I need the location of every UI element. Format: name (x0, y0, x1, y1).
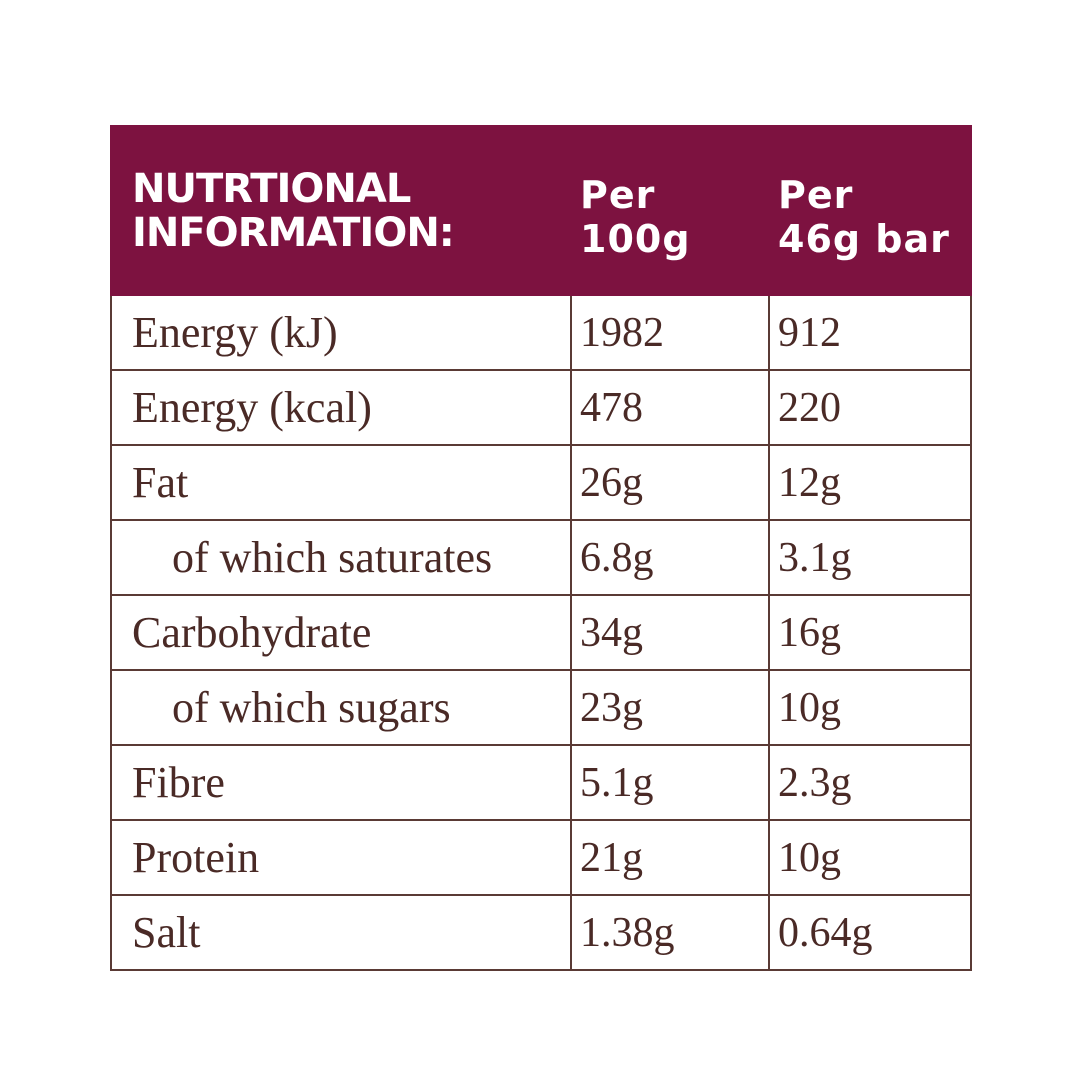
nutrient-value: 1.38g (570, 894, 770, 971)
header-line: Per (580, 172, 656, 217)
table-row: of which saturates 6.8g 3.1g (110, 519, 972, 596)
nutrient-value: 912 (768, 294, 972, 371)
table-row: Protein 21g 10g (110, 819, 972, 896)
nutrient-label: Carbohydrate (110, 594, 572, 671)
nutrient-label: Fibre (110, 744, 572, 821)
nutrient-value: 12g (768, 444, 972, 521)
header-cell: Per 46g bar (768, 125, 972, 296)
nutrient-label: of which saturates (110, 519, 572, 596)
nutrient-value: 220 (768, 369, 972, 446)
nutrient-value: 34g (570, 594, 770, 671)
table-row: Energy (kJ) 1982 912 (110, 294, 972, 371)
nutrient-label: Fat (110, 444, 572, 521)
table-row: of which sugars 23g 10g (110, 669, 972, 746)
nutrient-value: 1982 (570, 294, 770, 371)
table-row: Carbohydrate 34g 16g (110, 594, 972, 671)
nutrient-label: Energy (kcal) (110, 369, 572, 446)
nutrient-value: 23g (570, 669, 770, 746)
nutrient-value: 26g (570, 444, 770, 521)
nutrition-table: NUTRTIONAL INFORMATION: Per 100g Per 46g ba… (110, 125, 972, 971)
nutrition-table-container: NUTRTIONAL INFORMATION: Per 100g Per 46g ba… (110, 125, 972, 971)
nutrient-value: 2.3g (768, 744, 972, 821)
header-cell: NUTRTIONAL INFORMATION: (110, 125, 572, 296)
nutrient-value: 5.1g (570, 744, 770, 821)
header-cell: Per 100g (570, 125, 770, 296)
nutrient-value: 0.64g (768, 894, 972, 971)
nutrient-value: 21g (570, 819, 770, 896)
header-line: Per (778, 172, 854, 217)
nutrient-label: of which sugars (110, 669, 572, 746)
table-row: Salt 1.38g 0.64g (110, 894, 972, 971)
nutrient-label: Protein (110, 819, 572, 896)
header-row: NUTRTIONAL INFORMATION: Per 100g Per 46g ba… (110, 125, 972, 296)
nutrient-value: 10g (768, 669, 972, 746)
nutrient-label: Salt (110, 894, 572, 971)
table-row: Energy (kcal) 478 220 (110, 369, 972, 446)
header-line: INFORMATION: (132, 209, 455, 256)
table-body: Energy (kJ) 1982 912 Energy (kcal) 478 220 Fat… (110, 294, 972, 971)
nutrient-value: 6.8g (570, 519, 770, 596)
table-row: Fibre 5.1g 2.3g (110, 744, 972, 821)
nutrient-value: 3.1g (768, 519, 972, 596)
header-line: 100g (580, 216, 691, 261)
nutrient-value: 478 (570, 369, 770, 446)
header-line: 46g bar (778, 216, 950, 261)
nutrient-value: 10g (768, 819, 972, 896)
table-row: Fat 26g 12g (110, 444, 972, 521)
nutrient-value: 16g (768, 594, 972, 671)
header-line: NUTRTIONAL (132, 165, 411, 212)
nutrient-label: Energy (kJ) (110, 294, 572, 371)
